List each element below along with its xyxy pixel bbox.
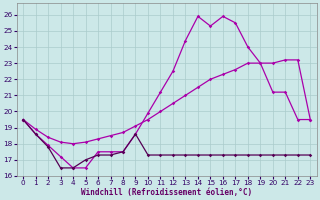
X-axis label: Windchill (Refroidissement éolien,°C): Windchill (Refroidissement éolien,°C) xyxy=(81,188,252,197)
